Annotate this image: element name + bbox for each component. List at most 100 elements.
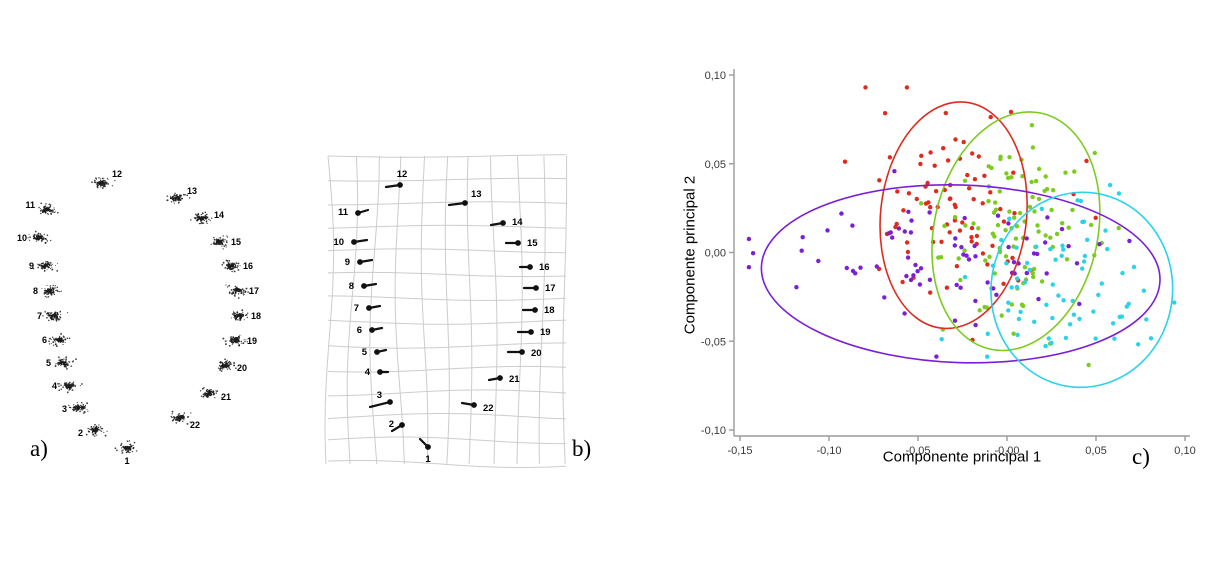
landmark-dot (377, 369, 383, 375)
landmark-cloud-point (50, 239, 52, 242)
landmark-cloud-point (239, 319, 241, 322)
landmark-cloud-point (227, 263, 230, 265)
landmark-cloud-point (76, 401, 78, 404)
landmark-cloud-point (55, 320, 58, 322)
scatter-point-group-green (1030, 271, 1035, 276)
scatter-point-group-purple (918, 266, 924, 271)
scatter-point-group-purple (746, 265, 752, 270)
landmark-cloud-point (235, 367, 237, 369)
scatter-point-group-cyan (1105, 246, 1110, 252)
landmark-cloud-point (40, 208, 42, 210)
landmark-cloud-point (53, 338, 55, 340)
landmark-cloud-point (213, 241, 215, 243)
landmark-cloud-point (187, 416, 189, 418)
landmark-cloud-point (209, 393, 211, 395)
landmark-cloud-point (189, 421, 191, 423)
scatter-point-group-red (947, 230, 952, 235)
landmark-label: 10 (17, 233, 27, 243)
landmark-cloud-point (55, 264, 56, 266)
grid-line (420, 155, 429, 465)
landmark-cloud-point (224, 244, 227, 246)
y-tick-label: 0,00 (705, 248, 726, 260)
landmark-cloud-point (65, 356, 68, 359)
scatter-point-group-purple (959, 245, 964, 250)
landmark-cloud-point (202, 393, 205, 396)
landmark-cloud-point (37, 263, 39, 266)
scatter-point-group-red (926, 200, 931, 205)
landmark-cloud-point (179, 415, 182, 417)
landmark-label: 9 (345, 257, 350, 268)
scatter-point-group-cyan (1110, 321, 1116, 326)
landmark-cloud-point (195, 213, 197, 216)
landmark-cloud-point (91, 181, 93, 184)
scatter-point-group-cyan (1141, 288, 1147, 293)
scatter-point-group-cyan (1075, 198, 1080, 203)
landmark-cloud-point (47, 312, 49, 314)
landmark-cloud-point (62, 339, 64, 342)
landmark-cloud-point (98, 177, 100, 179)
grid-line (327, 413, 567, 420)
landmark-cloud-point (62, 341, 65, 343)
scatter-point-group-purple (904, 273, 909, 279)
scatter-point-group-green (942, 223, 947, 229)
scatter-point-group-purple (750, 251, 756, 256)
grid-line (327, 389, 567, 397)
landmark-cloud-point (51, 266, 53, 268)
scatter-point-group-cyan (1091, 309, 1096, 314)
scatter-point-group-purple (1097, 242, 1102, 247)
scatter-point-group-purple (1059, 226, 1065, 232)
landmark-cloud-point (116, 449, 118, 452)
landmark-cloud-point (175, 422, 178, 424)
landmark-cloud-point (239, 315, 242, 317)
scatter-point-group-red (914, 196, 919, 202)
landmark-cloud-point (235, 341, 238, 344)
landmark-cloud-point (75, 358, 77, 360)
landmark-cloud-point (227, 365, 229, 368)
scatter-point-group-purple (958, 285, 963, 290)
landmark-dot (425, 444, 431, 450)
scatter-point-group-green (1007, 209, 1012, 214)
scatter-point-group-green (1043, 174, 1048, 179)
scatter-point-group-cyan (1071, 312, 1076, 317)
landmark-cloud-point (65, 359, 67, 361)
landmark-cloud-point (190, 412, 192, 414)
scatter-point-group-purple (1035, 251, 1040, 257)
landmark-cloud-point (40, 264, 43, 267)
landmark-cloud-point (96, 184, 98, 186)
landmark-cloud-point (64, 341, 66, 344)
scatter-point-group-cyan (1112, 336, 1117, 341)
scatter-point-group-purple (890, 235, 895, 240)
landmark-label: 2 (78, 428, 83, 438)
scatter-point-group-cyan (1060, 243, 1065, 248)
landmark-cloud-point (166, 195, 169, 197)
landmark-cloud-point (237, 262, 240, 265)
scatter-point-group-red (901, 208, 906, 213)
scatter-point-group-green (1013, 236, 1019, 241)
scatter-point-group-green (1003, 228, 1008, 233)
scatter-point-group-red (893, 224, 898, 230)
landmark-cloud-point (44, 291, 47, 294)
landmark-cloud-point (121, 452, 123, 454)
landmark-cloud-point (218, 241, 220, 243)
landmark-cloud-point (99, 178, 102, 180)
landmark-label: 13 (471, 189, 482, 200)
scatter-point-group-purple (927, 277, 933, 282)
landmark-label: 12 (112, 169, 122, 179)
scatter-point-group-green (971, 221, 976, 226)
scatter-point-group-red (998, 206, 1003, 212)
landmark-label: 15 (527, 238, 538, 249)
landmark-cloud-point (55, 338, 57, 340)
grid-line (394, 155, 405, 465)
landmark-cloud-point (34, 230, 37, 233)
scatter-point-group-purple (902, 229, 907, 234)
scatter-point-group-purple (850, 268, 856, 274)
landmark-cloud-point (44, 238, 46, 240)
landmark-cloud-point (45, 264, 48, 267)
landmark-cloud-point (79, 410, 81, 413)
landmark-cloud-point (107, 183, 110, 185)
landmark-cloud-point (94, 435, 96, 437)
landmark-cloud-point (240, 292, 243, 295)
grid-line (346, 155, 359, 465)
landmark-cloud-point (58, 359, 60, 361)
